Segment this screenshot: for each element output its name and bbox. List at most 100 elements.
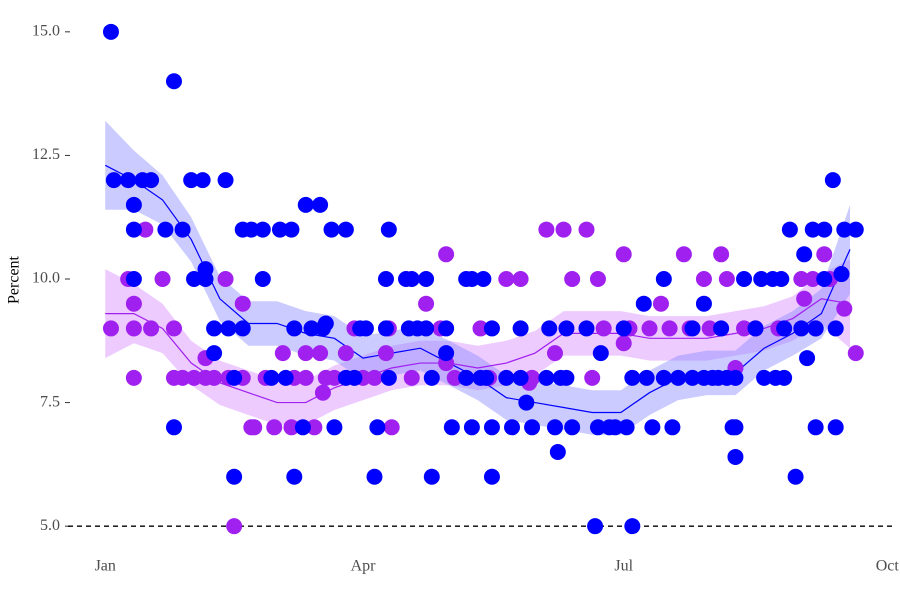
point <box>587 518 604 535</box>
point <box>624 518 641 535</box>
point <box>438 345 455 362</box>
point <box>578 320 595 337</box>
point <box>804 271 821 287</box>
point <box>807 419 824 436</box>
point <box>483 468 500 485</box>
point <box>584 369 601 386</box>
point <box>120 172 137 189</box>
point <box>807 320 824 337</box>
point <box>727 369 744 386</box>
point <box>418 295 435 312</box>
point <box>607 419 624 436</box>
point <box>243 221 260 238</box>
point <box>804 221 821 238</box>
point <box>546 345 563 362</box>
point <box>478 369 495 386</box>
point <box>102 320 119 337</box>
point <box>157 221 174 238</box>
point <box>615 335 632 352</box>
point <box>549 444 566 461</box>
y-tick-label: 5.0 <box>40 517 60 534</box>
point <box>781 221 798 238</box>
point <box>206 345 223 362</box>
x-tick-label: Jan <box>95 558 116 575</box>
point <box>337 221 354 238</box>
point <box>165 419 182 436</box>
point <box>615 246 632 263</box>
point <box>369 419 386 436</box>
y-tick-label: 10.0 <box>32 270 60 287</box>
point <box>125 369 142 386</box>
point <box>555 221 572 238</box>
x-tick-label: Jul <box>614 558 633 575</box>
point <box>773 271 790 287</box>
point <box>472 320 489 337</box>
point <box>589 419 606 436</box>
point <box>297 369 314 386</box>
point <box>756 369 773 386</box>
point <box>220 320 237 337</box>
point <box>661 320 678 337</box>
point <box>512 320 529 337</box>
point <box>226 369 243 386</box>
point <box>463 271 480 287</box>
point <box>727 419 744 436</box>
point <box>504 419 521 436</box>
point <box>283 221 300 238</box>
point <box>638 369 655 386</box>
point <box>266 419 283 436</box>
x-tick-label: Oct <box>876 558 900 575</box>
point <box>827 320 844 337</box>
point <box>635 295 652 312</box>
point <box>652 295 669 312</box>
point <box>641 320 658 337</box>
point <box>796 246 813 263</box>
point <box>727 448 744 465</box>
y-tick-label: 15.0 <box>32 23 60 40</box>
point <box>793 271 810 287</box>
point <box>323 221 340 238</box>
point <box>670 369 687 386</box>
point <box>618 419 635 436</box>
point <box>418 320 435 337</box>
point <box>226 518 243 535</box>
point <box>274 345 291 362</box>
point <box>816 271 833 287</box>
point <box>787 468 804 485</box>
point <box>277 369 294 386</box>
point <box>558 320 575 337</box>
point <box>836 221 853 238</box>
point <box>183 172 200 189</box>
point <box>105 172 122 189</box>
point <box>186 271 203 287</box>
point <box>498 271 515 287</box>
point <box>194 172 211 189</box>
point <box>475 271 492 287</box>
point <box>701 320 718 337</box>
point <box>827 419 844 436</box>
point <box>684 369 701 386</box>
point <box>538 221 555 238</box>
point <box>458 369 475 386</box>
point <box>403 369 420 386</box>
point <box>438 320 455 337</box>
point <box>286 320 303 337</box>
point <box>747 320 764 337</box>
point <box>524 369 541 386</box>
point <box>446 369 463 386</box>
point <box>366 369 383 386</box>
point <box>254 221 271 238</box>
point <box>816 246 833 263</box>
point <box>380 369 397 386</box>
point <box>154 271 171 287</box>
point <box>695 271 712 287</box>
point <box>283 419 300 436</box>
point <box>165 73 182 90</box>
point <box>847 221 864 238</box>
point <box>595 320 612 337</box>
point <box>357 320 374 337</box>
point <box>793 320 810 337</box>
point <box>776 320 793 337</box>
point <box>418 271 435 287</box>
